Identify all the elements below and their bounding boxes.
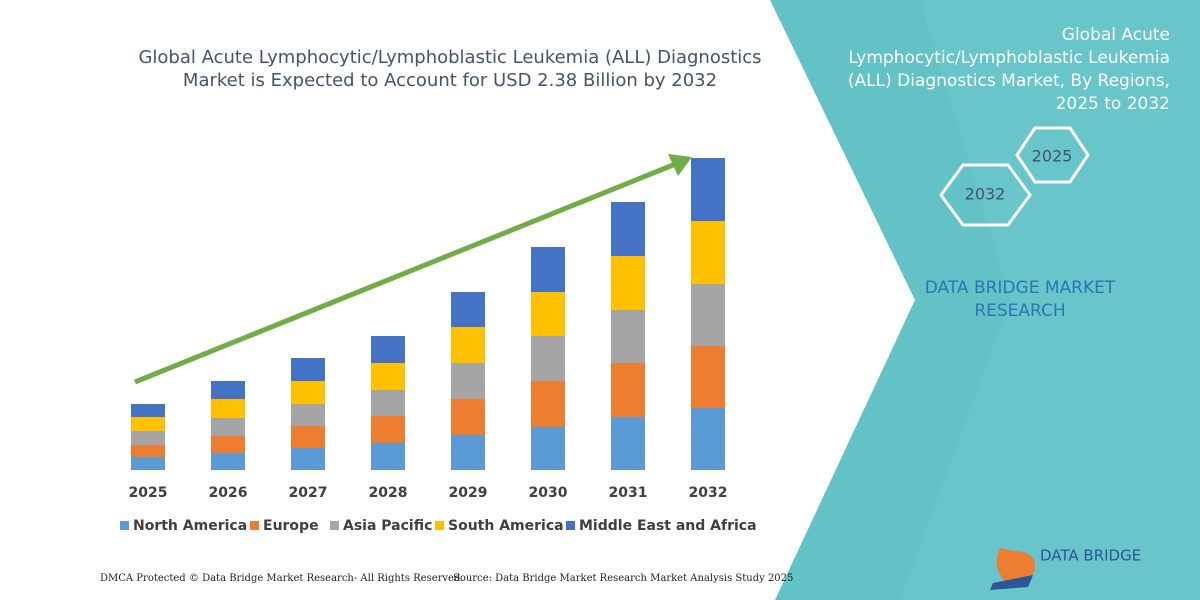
bar-segment: [211, 453, 245, 470]
bar-segment: [611, 417, 645, 470]
bar-segment: [131, 417, 165, 431]
legend-swatch: [250, 521, 259, 530]
bar-segment: [451, 292, 485, 327]
bar-segment: [291, 358, 325, 381]
bar-segment: [131, 457, 165, 470]
x-tick-label: 2027: [289, 485, 328, 501]
hexagon-label: 2025: [1032, 147, 1073, 166]
trend-arrow: [134, 160, 679, 385]
bar-segment: [691, 158, 725, 221]
x-tick-label: 2026: [209, 485, 248, 501]
x-tick-label: 2032: [689, 485, 728, 501]
bar-segment: [691, 221, 725, 284]
bar-segment: [211, 399, 245, 418]
bar-segment: [531, 381, 565, 427]
hexagon-label: 2032: [965, 185, 1006, 204]
bar-segment: [531, 247, 565, 292]
bar-segment: [131, 445, 165, 457]
x-tick-label: 2031: [609, 485, 648, 501]
bar-segment: [451, 363, 485, 399]
bar-segment: [291, 426, 325, 448]
bar-segment: [451, 435, 485, 470]
hexagon: [1015, 126, 1090, 184]
legend-swatch: [120, 521, 129, 530]
bar-segment: [371, 363, 405, 390]
bar-segment: [291, 404, 325, 426]
bar-segment: [691, 284, 725, 346]
legend-label: Europe: [263, 518, 319, 534]
bar-segment: [211, 418, 245, 436]
footer-left: DMCA Protected © Data Bridge Market Rese…: [100, 573, 464, 584]
bar-segment: [371, 416, 405, 443]
bar-segment: [451, 399, 485, 435]
bar-segment: [371, 443, 405, 470]
x-tick-label: 2025: [129, 485, 168, 501]
bar-segment: [211, 436, 245, 453]
bar-segment: [531, 292, 565, 336]
legend-label: South America: [448, 518, 564, 534]
bar-segment: [451, 327, 485, 363]
bar-segment: [371, 336, 405, 363]
bar-segment: [691, 346, 725, 408]
logo-icon: [996, 548, 1035, 586]
bar-segment: [531, 427, 565, 470]
chart-title: Global Acute Lymphocytic/Lymphoblastic L…: [138, 47, 762, 91]
hexagon: [939, 163, 1032, 227]
logo-text: DATA BRIDGE: [1040, 547, 1141, 565]
legend-swatch: [435, 521, 444, 530]
bar-segment: [211, 381, 245, 399]
bar-segment: [131, 404, 165, 417]
bar-segment: [371, 390, 405, 416]
trend-arrowhead: [668, 154, 692, 176]
legend-label: Middle East and Africa: [579, 518, 757, 534]
bar-segment: [611, 256, 645, 310]
bar-segment: [291, 381, 325, 404]
bar-segment: [611, 202, 645, 256]
brand: DATA BRIDGE MARKET RESEARCH: [924, 278, 1116, 321]
side-panel-shade: [900, 0, 1200, 600]
x-tick-label: 2028: [369, 485, 408, 501]
x-tick-label: 2029: [449, 485, 488, 501]
bar-segment: [611, 310, 645, 363]
logo-icon: [990, 575, 1033, 590]
bar-segment: [691, 408, 725, 470]
legend-label: Asia Pacific: [343, 518, 432, 534]
panel-title: Global Acute Lymphocytic/Lymphoblastic L…: [847, 25, 1170, 114]
bar-segment: [531, 336, 565, 381]
legend-label: North America: [133, 518, 247, 534]
legend-swatch: [566, 521, 575, 530]
bar-segment: [131, 431, 165, 445]
legend-swatch: [330, 521, 339, 530]
bar-segment: [291, 448, 325, 470]
footer-right: Source: Data Bridge Market Research Mark…: [453, 573, 794, 584]
x-tick-label: 2030: [529, 485, 568, 501]
bar-segment: [611, 363, 645, 417]
